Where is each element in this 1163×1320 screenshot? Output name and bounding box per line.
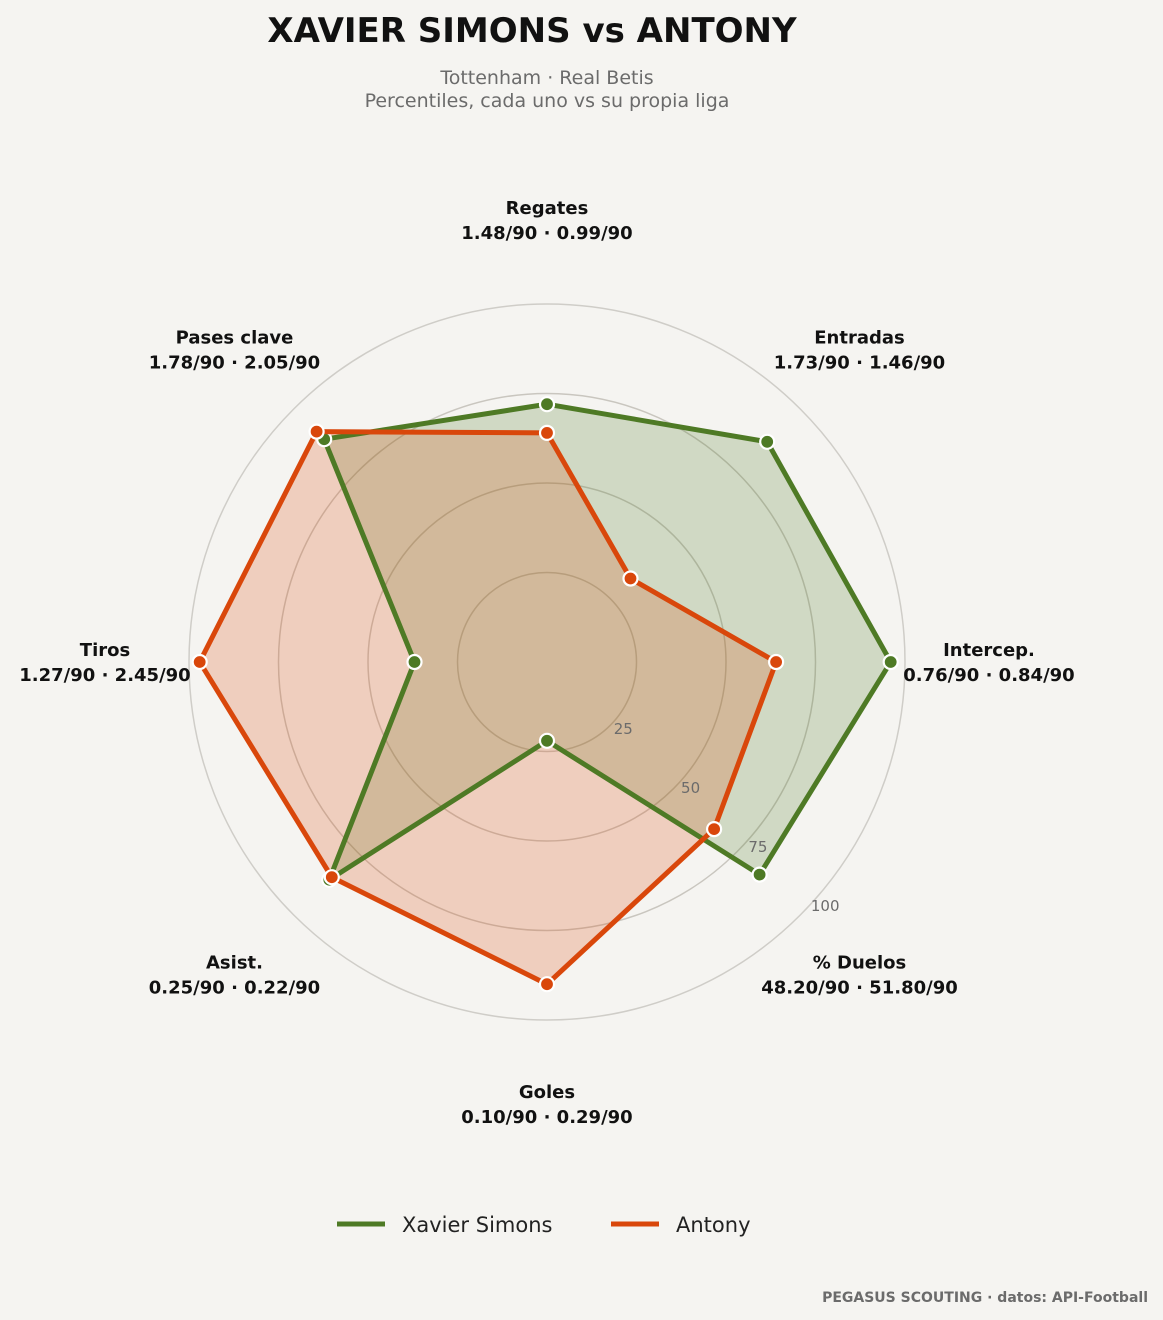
chart-subtitle-line-2: Percentiles, cada uno vs su propia liga — [365, 90, 730, 112]
axis-values-7: 1.78/90 · 2.05/90 — [149, 353, 320, 374]
chart-legend: Xavier Simons Antony — [337, 1213, 751, 1237]
axis-values-3: 48.20/90 · 51.80/90 — [761, 978, 958, 999]
axis-values-5: 0.25/90 · 0.22/90 — [149, 978, 320, 999]
series-area-0 — [324, 404, 891, 880]
series-0-point-2 — [882, 653, 899, 671]
series-0-point-3 — [751, 866, 768, 883]
tick-label-75: 75 — [748, 838, 767, 856]
footer-credit: PEGASUS SCOUTING · datos: API-Football — [822, 1290, 1148, 1306]
radar-axis-labels: Regates 1.48/90 · 0.99/90 Entradas 1.73/90 … — [19, 198, 1074, 1128]
legend-label-0: Xavier Simons — [402, 1213, 552, 1237]
axis-values-0: 1.48/90 · 0.99/90 — [461, 223, 632, 244]
series-1-point-5 — [323, 869, 340, 886]
series-1-point-3 — [705, 820, 723, 838]
series-0-point-4 — [538, 732, 556, 749]
grid-circle-25 — [456, 571, 638, 753]
tick-label-50: 50 — [681, 779, 700, 797]
series-1-point-7 — [308, 423, 325, 440]
axis-name-5: Asist. — [206, 953, 263, 974]
axis-name-4: Goles — [519, 1082, 575, 1103]
axis-name-2: Intercep. — [943, 640, 1035, 661]
axis-name-7: Pases clave — [176, 328, 294, 349]
grid-circle-100 — [188, 303, 906, 1021]
series-1-point-1 — [622, 570, 639, 587]
axis-name-1: Entradas — [814, 328, 904, 349]
series-1-point-0 — [538, 424, 556, 441]
axis-values-4: 0.10/90 · 0.29/90 — [461, 1107, 632, 1128]
series-0-point-1 — [759, 433, 776, 450]
axis-name-3: % Duelos — [813, 953, 907, 974]
axis-values-2: 0.76/90 · 0.84/90 — [903, 665, 1074, 686]
axis-name-0: Regates — [506, 198, 589, 219]
series-1-point-2 — [767, 653, 785, 671]
axis-values-6: 1.27/90 · 2.45/90 — [19, 665, 190, 686]
series-0-point-0 — [538, 396, 556, 413]
radar-series-layer — [191, 396, 899, 993]
chart-subtitle-line-1: Tottenham · Real Betis — [439, 67, 653, 89]
grid-circle-75 — [277, 392, 817, 932]
radar-grid — [188, 303, 906, 1021]
legend-label-1: Antony — [676, 1213, 751, 1237]
grid-circle-50 — [367, 482, 727, 842]
radar-tick-labels: 25 50 75 100 — [614, 720, 840, 915]
series-1-point-6 — [191, 653, 208, 671]
chart-title: XAVIER SIMONS vs ANTONY — [267, 11, 797, 51]
tick-label-100: 100 — [811, 897, 840, 915]
axis-values-1: 1.73/90 · 1.46/90 — [774, 353, 945, 374]
tick-label-25: 25 — [614, 720, 633, 738]
series-0-point-6 — [406, 653, 423, 671]
axis-name-6: Tiros — [80, 640, 130, 661]
series-1-point-4 — [538, 976, 556, 993]
